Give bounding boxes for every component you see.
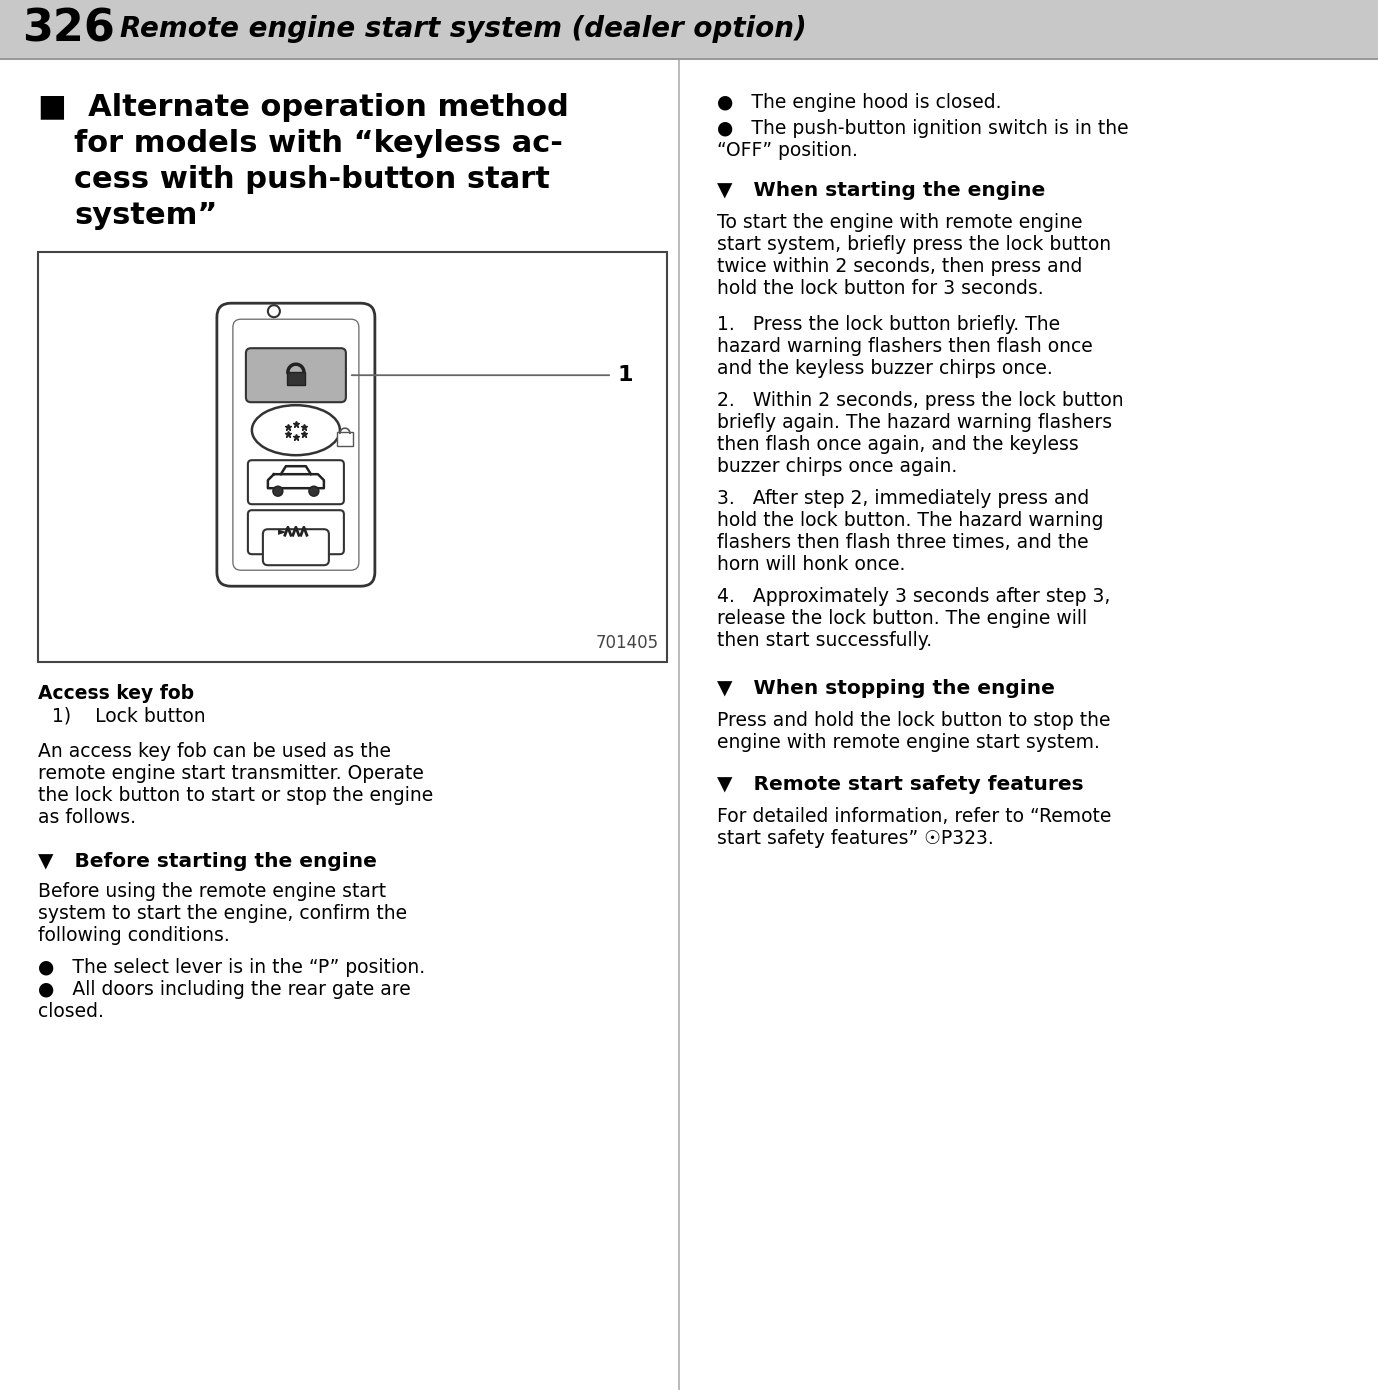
FancyBboxPatch shape bbox=[245, 349, 346, 402]
Text: 1.   Press the lock button briefly. The: 1. Press the lock button briefly. The bbox=[718, 316, 1061, 334]
Text: 1)    Lock button: 1) Lock button bbox=[52, 706, 205, 726]
Text: cess with push-button start: cess with push-button start bbox=[74, 165, 550, 195]
Text: 1: 1 bbox=[617, 366, 634, 385]
Text: ■  Alternate operation method: ■ Alternate operation method bbox=[39, 93, 569, 122]
Circle shape bbox=[273, 486, 282, 496]
Text: 326: 326 bbox=[22, 7, 114, 50]
Text: To start the engine with remote engine: To start the engine with remote engine bbox=[718, 213, 1083, 232]
Bar bbox=[0, 58, 1378, 60]
Text: then start successfully.: then start successfully. bbox=[718, 631, 933, 651]
Text: for models with “keyless ac-: for models with “keyless ac- bbox=[74, 129, 562, 158]
Text: then flash once again, and the keyless: then flash once again, and the keyless bbox=[718, 435, 1079, 455]
Text: closed.: closed. bbox=[39, 1002, 103, 1022]
Text: ●   The engine hood is closed.: ● The engine hood is closed. bbox=[718, 93, 1002, 113]
Text: Press and hold the lock button to stop the: Press and hold the lock button to stop t… bbox=[718, 712, 1111, 730]
Circle shape bbox=[309, 486, 318, 496]
Text: buzzer chirps once again.: buzzer chirps once again. bbox=[718, 457, 958, 475]
Text: as follows.: as follows. bbox=[39, 808, 136, 827]
Text: release the lock button. The engine will: release the lock button. The engine will bbox=[718, 609, 1087, 628]
Bar bbox=[336, 432, 353, 446]
Text: hold the lock button. The hazard warning: hold the lock button. The hazard warning bbox=[718, 512, 1104, 530]
Text: Remote engine start system (dealer option): Remote engine start system (dealer optio… bbox=[120, 15, 806, 43]
Circle shape bbox=[267, 306, 280, 317]
FancyBboxPatch shape bbox=[233, 320, 358, 570]
Text: ●   The push-button ignition switch is in the: ● The push-button ignition switch is in … bbox=[718, 120, 1129, 138]
Text: Before using the remote engine start: Before using the remote engine start bbox=[39, 883, 386, 901]
FancyBboxPatch shape bbox=[216, 303, 375, 587]
Text: system”: system” bbox=[74, 202, 218, 229]
Bar bbox=[287, 373, 305, 385]
FancyBboxPatch shape bbox=[248, 510, 344, 555]
Text: Access key fob: Access key fob bbox=[39, 684, 194, 703]
Text: 2.   Within 2 seconds, press the lock button: 2. Within 2 seconds, press the lock butt… bbox=[718, 391, 1124, 410]
FancyBboxPatch shape bbox=[263, 530, 329, 566]
Text: start system, briefly press the lock button: start system, briefly press the lock but… bbox=[718, 235, 1112, 254]
Text: ►: ► bbox=[277, 527, 287, 537]
Text: start safety features” ☉P323.: start safety features” ☉P323. bbox=[718, 828, 994, 848]
Text: hold the lock button for 3 seconds.: hold the lock button for 3 seconds. bbox=[718, 279, 1045, 297]
Text: ▼   Before starting the engine: ▼ Before starting the engine bbox=[39, 852, 376, 872]
Text: ▼   When starting the engine: ▼ When starting the engine bbox=[718, 181, 1046, 200]
Text: briefly again. The hazard warning flashers: briefly again. The hazard warning flashe… bbox=[718, 413, 1112, 432]
Text: hazard warning flashers then flash once: hazard warning flashers then flash once bbox=[718, 336, 1093, 356]
Text: ▼   When stopping the engine: ▼ When stopping the engine bbox=[718, 678, 1056, 698]
Text: flashers then flash three times, and the: flashers then flash three times, and the bbox=[718, 532, 1089, 552]
Text: 3.   After step 2, immediately press and: 3. After step 2, immediately press and bbox=[718, 489, 1090, 507]
Text: 4.   Approximately 3 seconds after step 3,: 4. Approximately 3 seconds after step 3, bbox=[718, 587, 1111, 606]
FancyBboxPatch shape bbox=[248, 460, 344, 505]
Text: ▼   Remote start safety features: ▼ Remote start safety features bbox=[718, 776, 1084, 794]
Text: “OFF” position.: “OFF” position. bbox=[718, 140, 858, 160]
Text: the lock button to start or stop the engine: the lock button to start or stop the eng… bbox=[39, 785, 433, 805]
Text: twice within 2 seconds, then press and: twice within 2 seconds, then press and bbox=[718, 257, 1083, 277]
Ellipse shape bbox=[252, 406, 340, 455]
Bar bbox=[678, 60, 681, 1390]
Text: An access key fob can be used as the: An access key fob can be used as the bbox=[39, 742, 391, 760]
Text: engine with remote engine start system.: engine with remote engine start system. bbox=[718, 733, 1100, 752]
Text: remote engine start transmitter. Operate: remote engine start transmitter. Operate bbox=[39, 765, 424, 783]
Text: ●   The select lever is in the “P” position.: ● The select lever is in the “P” positio… bbox=[39, 958, 426, 977]
Text: and the keyless buzzer chirps once.: and the keyless buzzer chirps once. bbox=[718, 359, 1053, 378]
Text: horn will honk once.: horn will honk once. bbox=[718, 555, 905, 574]
Text: For detailed information, refer to “Remote: For detailed information, refer to “Remo… bbox=[718, 808, 1112, 826]
Text: ●   All doors including the rear gate are: ● All doors including the rear gate are bbox=[39, 980, 411, 999]
Text: system to start the engine, confirm the: system to start the engine, confirm the bbox=[39, 904, 407, 923]
Bar bbox=[0, 0, 1378, 58]
Text: 701405: 701405 bbox=[595, 634, 659, 652]
Bar bbox=[39, 252, 667, 662]
Text: following conditions.: following conditions. bbox=[39, 926, 230, 945]
